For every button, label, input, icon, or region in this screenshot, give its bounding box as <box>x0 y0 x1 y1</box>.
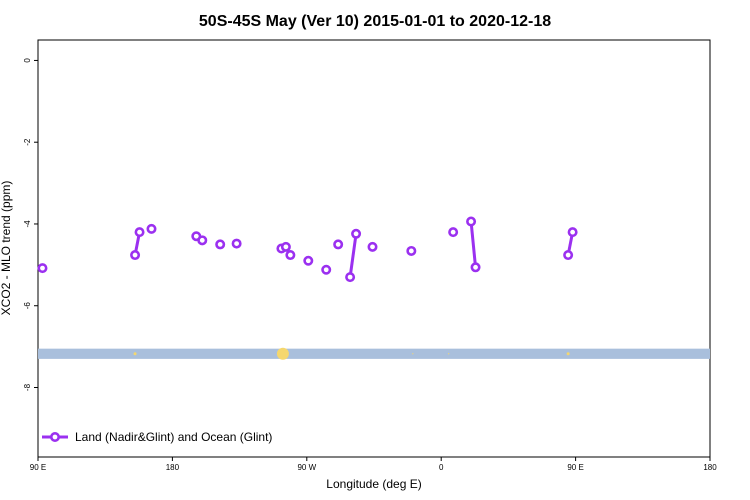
data-point <box>215 239 226 250</box>
band-marker <box>448 353 450 355</box>
data-point <box>333 239 344 250</box>
band-marker <box>412 353 414 355</box>
data-point <box>367 241 378 252</box>
data-point <box>231 238 242 249</box>
reference-band <box>38 348 710 359</box>
series-segment <box>348 233 358 278</box>
data-point <box>563 250 574 261</box>
x-tick-label: 180 <box>166 463 180 472</box>
x-tick-label: 180 <box>703 463 717 472</box>
series-segment <box>469 221 478 268</box>
x-axis: 90 E 180 90 W 0 90 E 180 <box>30 457 717 472</box>
data-point <box>37 263 48 274</box>
plot-frame <box>37 39 711 458</box>
data-point <box>130 250 141 261</box>
y-tick-label: -4 <box>23 220 32 228</box>
data-point <box>285 250 296 261</box>
data-point <box>406 245 417 256</box>
y-tick-label: -6 <box>23 302 32 310</box>
data-point <box>466 216 477 227</box>
x-tick-label: 90 E <box>567 463 583 472</box>
y-tick-label: -8 <box>23 383 32 391</box>
data-point <box>567 227 578 238</box>
legend-entry-label: Land (Nadir&Glint) and Ocean (Glint) <box>75 430 272 444</box>
y-tick-label: -2 <box>23 138 32 146</box>
legend-point-marker <box>49 431 60 442</box>
y-axis: 0 -2 -4 -6 -8 <box>23 58 38 391</box>
legend: Land (Nadir&Glint) and Ocean (Glint) <box>42 430 272 444</box>
x-tick-label: 90 E <box>30 463 46 472</box>
chart-title: 50S-45S May (Ver 10) 2015-01-01 to 2020-… <box>199 13 551 30</box>
data-point <box>345 272 356 283</box>
data-point <box>448 227 459 238</box>
x-tick-label: 0 <box>439 463 444 472</box>
x-tick-label: 90 W <box>297 463 316 472</box>
data-point <box>134 227 145 238</box>
data-point <box>197 235 208 246</box>
band-marker <box>276 347 289 360</box>
data-point <box>303 255 314 266</box>
data-point <box>321 264 332 275</box>
y-tick-label: 0 <box>23 58 32 63</box>
data-point <box>470 262 481 273</box>
series-layer <box>37 216 578 283</box>
data-point <box>280 241 291 252</box>
band-marker <box>133 352 137 356</box>
data-point <box>351 228 362 239</box>
band-layer <box>38 347 710 360</box>
data-point <box>146 223 157 234</box>
y-axis-label: XCO2 - MLO trend (ppm) <box>0 181 13 316</box>
x-axis-label: Longitude (deg E) <box>326 477 421 491</box>
band-marker <box>566 352 570 356</box>
